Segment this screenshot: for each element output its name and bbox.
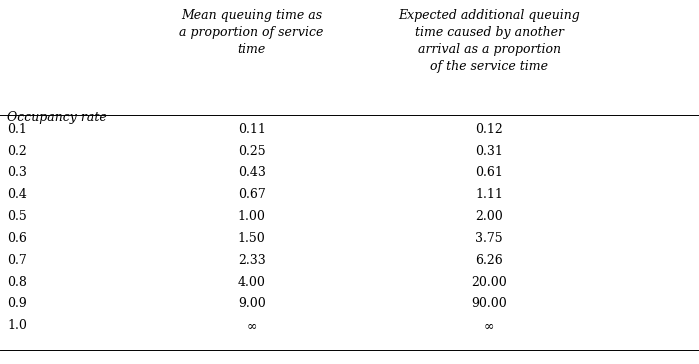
Text: 90.00: 90.00: [471, 297, 507, 310]
Text: 0.9: 0.9: [7, 297, 27, 310]
Text: 0.31: 0.31: [475, 145, 503, 158]
Text: 4.00: 4.00: [238, 276, 266, 289]
Text: 1.50: 1.50: [238, 232, 266, 245]
Text: 0.5: 0.5: [7, 210, 27, 223]
Text: 20.00: 20.00: [471, 276, 507, 289]
Text: 0.11: 0.11: [238, 123, 266, 136]
Text: 0.43: 0.43: [238, 166, 266, 179]
Text: 2.00: 2.00: [475, 210, 503, 223]
Text: 0.1: 0.1: [7, 123, 27, 136]
Text: 0.67: 0.67: [238, 188, 266, 201]
Text: 1.11: 1.11: [475, 188, 503, 201]
Text: 9.00: 9.00: [238, 297, 266, 310]
Text: 0.25: 0.25: [238, 145, 266, 158]
Text: 0.12: 0.12: [475, 123, 503, 136]
Text: 0.3: 0.3: [7, 166, 27, 179]
Text: 3.75: 3.75: [475, 232, 503, 245]
Text: ∞: ∞: [247, 319, 257, 332]
Text: 0.7: 0.7: [7, 254, 27, 267]
Text: 2.33: 2.33: [238, 254, 266, 267]
Text: Expected additional queuing
time caused by another
arrival as a proportion
of th: Expected additional queuing time caused …: [398, 9, 580, 73]
Text: 1.00: 1.00: [238, 210, 266, 223]
Text: 0.4: 0.4: [7, 188, 27, 201]
Text: 0.8: 0.8: [7, 276, 27, 289]
Text: Occupancy rate: Occupancy rate: [7, 111, 107, 124]
Text: Mean queuing time as
a proportion of service
time: Mean queuing time as a proportion of ser…: [180, 9, 324, 56]
Text: 0.6: 0.6: [7, 232, 27, 245]
Text: 1.0: 1.0: [7, 319, 27, 332]
Text: 6.26: 6.26: [475, 254, 503, 267]
Text: 0.61: 0.61: [475, 166, 503, 179]
Text: ∞: ∞: [484, 319, 494, 332]
Text: 0.2: 0.2: [7, 145, 27, 158]
